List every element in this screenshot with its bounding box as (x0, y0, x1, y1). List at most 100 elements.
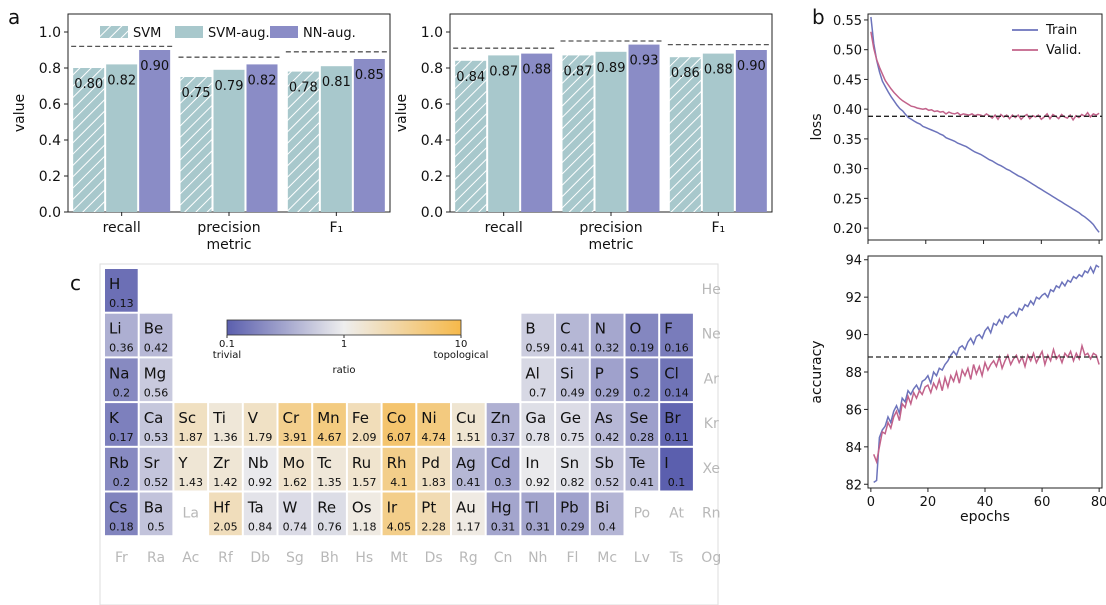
element-value: 0.56 (144, 386, 169, 399)
element-symbol: Cd (491, 454, 511, 472)
element-value: 0.31 (491, 521, 516, 534)
element-value: 0.42 (144, 342, 169, 355)
series-line-valid (870, 31, 1100, 122)
element-symbol: Ba (144, 499, 163, 517)
element-symbol: Cr (283, 409, 300, 427)
x-tick-label: recall (485, 220, 523, 236)
element-value: 1.35 (317, 476, 342, 489)
element-cell-h (105, 269, 138, 312)
y-tick-label: 0.20 (833, 222, 862, 237)
element-cell-cu (452, 403, 485, 446)
bar (246, 64, 278, 213)
element-value: 0.52 (144, 476, 169, 489)
y-tick-label: 0.40 (833, 103, 862, 118)
bar (106, 64, 138, 213)
element-cell-w (278, 492, 312, 536)
y-tick-label: 0.6 (39, 97, 61, 113)
panel-label-a: a (8, 5, 20, 29)
bar-value-label: 0.75 (182, 86, 211, 101)
accuracy-chart: 82 84 86 88 90 92 94 accuracy 0 20 40 60 80 epochs (809, 254, 1106, 525)
element-value: 0.92 (248, 476, 273, 489)
bar (320, 66, 352, 212)
element-symbol: Ti (212, 409, 226, 427)
element-value: 4.74 (421, 431, 446, 444)
element-symbol-empty: Bh (320, 550, 338, 566)
element-value: 1.43 (179, 476, 204, 489)
element-value: 2.09 (352, 431, 377, 444)
element-cell-mo (278, 447, 312, 491)
element-value: 2.28 (421, 521, 446, 534)
element-symbol: Pt (421, 499, 436, 517)
legend-label: NN-aug. (303, 26, 356, 41)
element-symbol-empty: Ar (704, 371, 720, 387)
bar (73, 68, 105, 212)
element-symbol: Mo (283, 454, 305, 472)
element-cell-mg (139, 358, 173, 402)
x-tick-label: 60 (1034, 495, 1051, 510)
element-symbol-empty: Xe (702, 461, 720, 477)
element-symbol: As (595, 409, 613, 427)
x-tick-label: 0 (867, 495, 875, 510)
element-symbol-empty: Ne (702, 327, 721, 343)
element-symbol: Be (144, 320, 164, 338)
element-value: 0.41 (560, 342, 585, 355)
bar (488, 55, 520, 213)
panel-label-b: b (812, 5, 825, 29)
element-value: 1.62 (283, 476, 308, 489)
element-cell-cs (105, 492, 138, 536)
element-symbol-empty: Mc (597, 550, 617, 566)
element-cell-au (452, 492, 485, 536)
element-cell-si (556, 358, 589, 402)
legend-swatch (270, 26, 298, 38)
element-symbol: Hg (491, 499, 512, 517)
element-cell-f (660, 313, 693, 357)
element-symbol: Tl (524, 499, 538, 517)
element-cell-mn (313, 403, 346, 446)
element-value: 0.28 (630, 431, 655, 444)
element-cell-os (347, 492, 381, 536)
bar (562, 55, 594, 213)
x-tick-label: 20 (920, 495, 937, 510)
element-cell-b (521, 313, 555, 357)
element-symbol: Bi (595, 499, 609, 517)
element-value: 2.05 (213, 521, 238, 534)
y-tick-label: 88 (845, 366, 862, 381)
element-value: 1.51 (456, 431, 481, 444)
element-symbol: B (525, 320, 535, 338)
element-cell-hg (486, 492, 520, 536)
bar-chart-left: 0.0 0.2 0.4 0.6 0.8 1.0 value 0.80 0.82 0.90 recal… (12, 13, 391, 253)
legend-label: Train (1045, 23, 1077, 38)
element-value: 0.92 (526, 476, 551, 489)
element-cell-cd (486, 447, 520, 491)
element-cell-as (590, 403, 624, 446)
bar-value-label: 0.80 (74, 77, 103, 92)
element-value: 0.32 (595, 342, 620, 355)
legend-swatch (100, 26, 128, 38)
y-tick-label: 86 (845, 403, 862, 418)
y-tick-label: 0.2 (39, 169, 61, 185)
bar-value-label: 0.89 (597, 61, 626, 76)
element-value: 1.79 (248, 431, 273, 444)
y-tick-label: 94 (845, 254, 862, 269)
element-symbol: Sc (178, 409, 196, 427)
legend-label: SVM (133, 26, 161, 41)
element-value: 0.78 (526, 431, 551, 444)
element-symbol: Br (664, 409, 681, 427)
y-tick-label: 0.0 (39, 205, 61, 221)
element-value: 0.29 (560, 521, 585, 534)
element-symbol: Ag (456, 454, 476, 472)
element-symbol: In (525, 454, 539, 472)
table-frame (99, 263, 719, 605)
element-cell-sb (590, 447, 624, 491)
element-value: 0.2 (113, 386, 131, 399)
element-symbol-empty: Fl (566, 550, 578, 566)
y-axis-label: value (394, 94, 410, 132)
element-value: 3.91 (283, 431, 308, 444)
panel-label-c: c (70, 271, 81, 295)
x-axis-label: metric (206, 237, 251, 253)
colorbar-low-label: trivial (213, 350, 241, 361)
y-tick-label: 0.8 (39, 61, 61, 77)
x-tick-label: recall (103, 220, 141, 236)
element-cell-y (174, 447, 208, 491)
